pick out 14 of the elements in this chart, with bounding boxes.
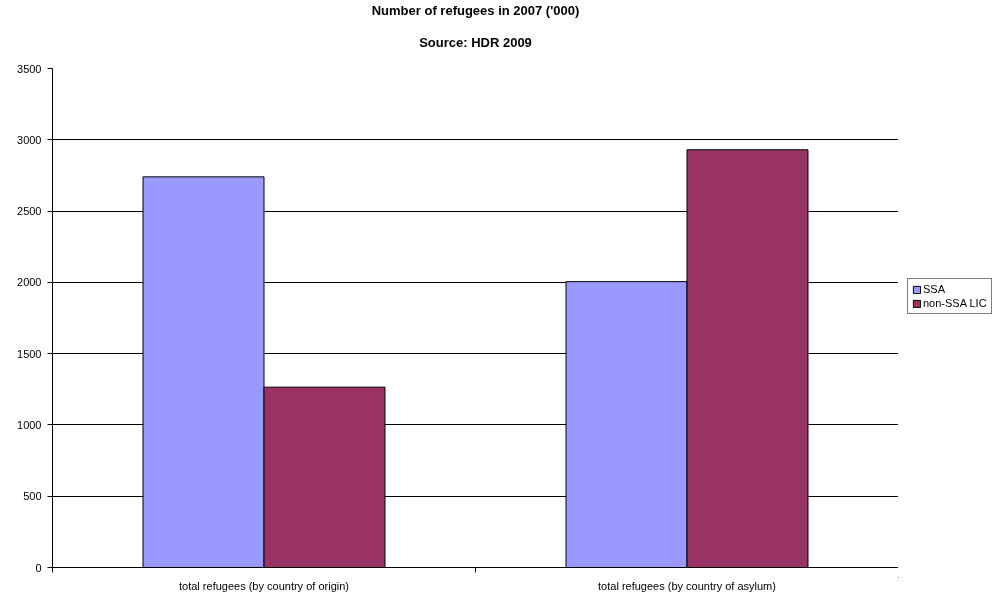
chart-subtitle: Source: HDR 2009 bbox=[419, 34, 532, 50]
y-tick-label: 1500 bbox=[17, 347, 42, 360]
y-tick-label: 0 bbox=[35, 561, 42, 574]
y-tick-label: 3500 bbox=[17, 62, 42, 75]
y-tick-label: 1000 bbox=[17, 418, 42, 431]
legend-label: non-SSA LIC bbox=[923, 297, 987, 309]
legend-label: SSA bbox=[923, 283, 946, 295]
x-tick-label: total refugees (by country of asylum) bbox=[598, 579, 776, 592]
chart-title: Number of refugees in 2007 ('000) bbox=[371, 2, 580, 18]
y-tick-label: 500 bbox=[23, 490, 42, 503]
y-tick-label: 2500 bbox=[17, 205, 42, 218]
x-tick-label: total refugees (by country of origin) bbox=[179, 579, 349, 592]
y-tick-label: 3000 bbox=[17, 133, 42, 146]
y-tick-label: 2000 bbox=[17, 276, 42, 289]
